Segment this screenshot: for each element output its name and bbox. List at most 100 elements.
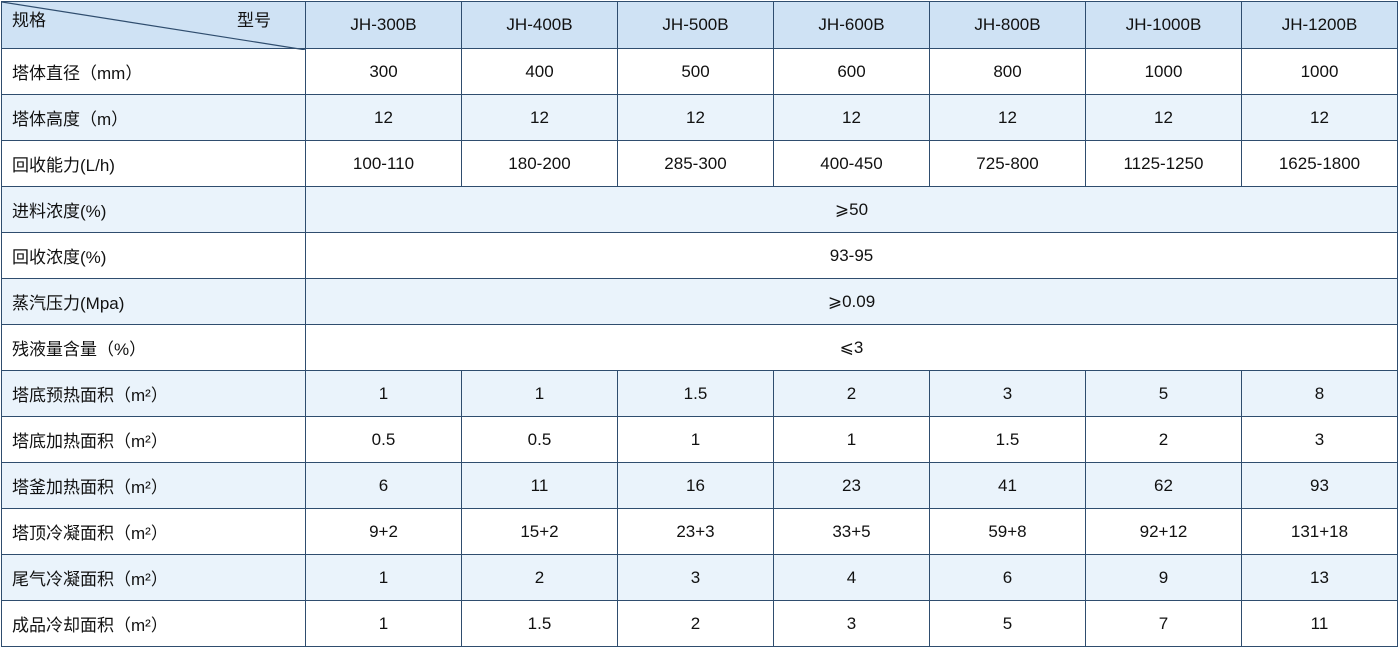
cell: 2 (461, 554, 618, 601)
diagonal (2, 2, 306, 50)
cell: 16 (617, 462, 774, 509)
cell: 3 (773, 600, 930, 647)
column-header: JH-800B (929, 1, 1086, 49)
row-label: 塔体高度（m） (1, 94, 306, 141)
row: 塔体直径（mm） 300 400 500 600 800 1000 1000 (1, 48, 1398, 95)
cell: 100-110 (305, 140, 462, 187)
row: 塔底预热面积（m²） 1 1 1.5 2 3 5 8 (1, 370, 1398, 417)
cell: 4 (773, 554, 930, 601)
cell: 93 (1241, 462, 1398, 509)
cell: 5 (929, 600, 1086, 647)
cell: 1625-1800 (1241, 140, 1398, 187)
column-header: JH-1200B (1241, 1, 1398, 49)
cell: 3 (617, 554, 774, 601)
row-label: 回收浓度(%) (1, 232, 306, 279)
row-label: 塔顶冷凝面积（m²） (1, 508, 306, 555)
row: 蒸汽压力(Mpa) ⩾0.09 (1, 278, 1398, 325)
cell: 13 (1241, 554, 1398, 601)
cell: 9+2 (305, 508, 462, 555)
column-header: JH-300B (305, 1, 462, 49)
cell: 12 (929, 94, 1086, 141)
cell: 1.5 (461, 600, 618, 647)
cell: 1 (773, 416, 930, 463)
cell: 6 (305, 462, 462, 509)
corner-cell: 规格 型号 (1, 1, 306, 50)
row-label: 塔体直径（mm） (1, 48, 306, 95)
row: 塔体高度（m） 12 12 12 12 12 12 12 (1, 94, 1398, 141)
cell: 2 (1085, 416, 1242, 463)
cell: 1125-1250 (1085, 140, 1242, 187)
cell: 12 (617, 94, 774, 141)
cell: 180-200 (461, 140, 618, 187)
row-label: 成品冷却面积（m²） (1, 600, 306, 647)
row: 回收能力(L/h) 100-110 180-200 285-300 400-450 725… (1, 140, 1398, 187)
cell: 33+5 (773, 508, 930, 555)
cell: 300 (305, 48, 462, 95)
row: 尾气冷凝面积（m²） 1 2 3 4 6 9 13 (1, 554, 1398, 601)
cell: 1 (617, 416, 774, 463)
row: 塔顶冷凝面积（m²） 9+2 15+2 23+3 33+5 59+8 92+12 131+18 (1, 508, 1398, 555)
cell: 400-450 (773, 140, 930, 187)
cell: 600 (773, 48, 930, 95)
cell: 59+8 (929, 508, 1086, 555)
cell: 62 (1085, 462, 1242, 509)
cell: 285-300 (617, 140, 774, 187)
row-header: 规格 (12, 11, 46, 30)
header-row: 规格 型号 JH-300B JH-400B JH-500B JH-600B JH-800… (1, 1, 1398, 50)
column-header: JH-500B (617, 1, 774, 49)
cell: 12 (1085, 94, 1242, 141)
cell: 5 (1085, 370, 1242, 417)
cell: 1.5 (617, 370, 774, 417)
cell: 12 (305, 94, 462, 141)
cell: 1000 (1085, 48, 1242, 95)
col-header: 型号 (237, 11, 271, 30)
merged-cell: 93-95 (305, 232, 1398, 279)
cell: 1 (305, 554, 462, 601)
column-header: JH-600B (773, 1, 930, 49)
row: 塔底加热面积（m²） 0.5 0.5 1 1 1.5 2 3 (1, 416, 1398, 463)
cell: 12 (461, 94, 618, 141)
cell: 2 (773, 370, 930, 417)
merged-cell: ⩾50 (305, 186, 1398, 233)
cell: 0.5 (461, 416, 618, 463)
cell: 2 (617, 600, 774, 647)
cell: 41 (929, 462, 1086, 509)
row-label: 残液量含量（%） (1, 324, 306, 371)
cell: 1.5 (929, 416, 1086, 463)
cell: 23 (773, 462, 930, 509)
cell: 1 (305, 600, 462, 647)
cell: 500 (617, 48, 774, 95)
cell: 11 (461, 462, 618, 509)
cell: 12 (1241, 94, 1398, 141)
cell: 92+12 (1085, 508, 1242, 555)
row-label: 塔釜加热面积（m²） (1, 462, 306, 509)
cell: 11 (1241, 600, 1398, 647)
cell: 0.5 (305, 416, 462, 463)
column-header: JH-1000B (1085, 1, 1242, 49)
row: 回收浓度(%) 93-95 (1, 232, 1398, 279)
merged-cell: ⩾0.09 (305, 278, 1398, 325)
cell: 400 (461, 48, 618, 95)
row-label: 塔底加热面积（m²） (1, 416, 306, 463)
cell: 23+3 (617, 508, 774, 555)
row-label: 尾气冷凝面积（m²） (1, 554, 306, 601)
cell: 6 (929, 554, 1086, 601)
row-label: 回收能力(L/h) (1, 140, 306, 187)
cell: 8 (1241, 370, 1398, 417)
column-header: JH-400B (461, 1, 618, 49)
cell: 725-800 (929, 140, 1086, 187)
cell: 1 (305, 370, 462, 417)
merged-cell: ⩽3 (305, 324, 1398, 371)
cell: 3 (1241, 416, 1398, 463)
cell: 15+2 (461, 508, 618, 555)
cell: 131+18 (1241, 508, 1398, 555)
cell: 9 (1085, 554, 1242, 601)
row: 残液量含量（%） ⩽3 (1, 324, 1398, 371)
row-label: 蒸汽压力(Mpa) (1, 278, 306, 325)
cell: 7 (1085, 600, 1242, 647)
cell: 12 (773, 94, 930, 141)
cell: 1000 (1241, 48, 1398, 95)
